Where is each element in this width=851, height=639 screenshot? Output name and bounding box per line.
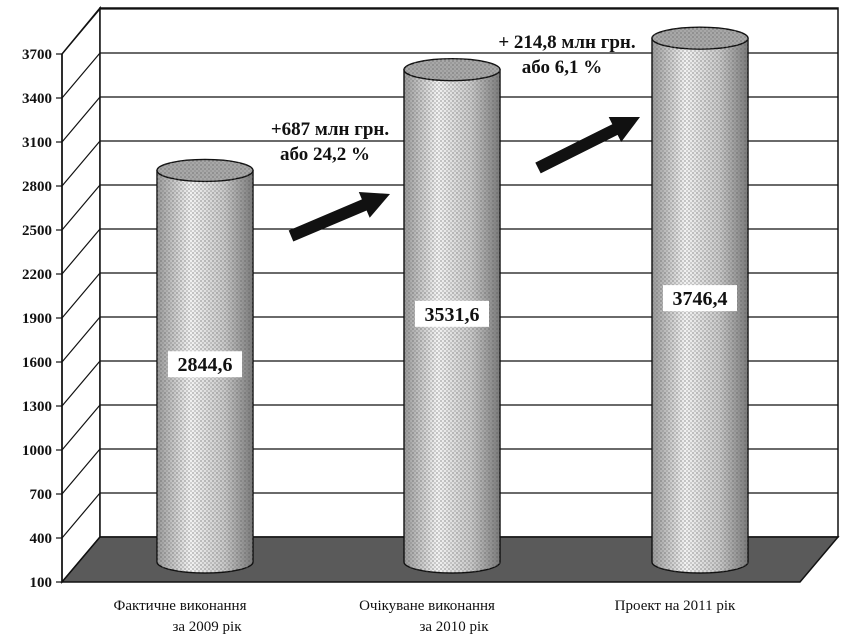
y-tick-label: 1600 [22,355,52,371]
y-tick-label: 2200 [22,267,52,283]
bar-top-texture [157,159,253,182]
category-label: Фактичне виконання [114,598,247,614]
gridline-side [61,404,101,451]
bar: 2844,6 [156,158,254,574]
bar: 3746,4 [651,26,749,574]
growth-arrow [288,192,390,242]
value-label-bg [168,351,242,378]
gridline-side [61,360,101,407]
annotations: +687 млн грн. або 24,2 % + 214,8 млн грн. а… [271,32,640,242]
value-label-bg [663,285,737,312]
gridline-side [61,272,101,319]
gridline-side [61,52,101,99]
category-label: за 2010 рік [419,619,489,635]
value-label: 2844,6 [178,354,233,376]
gridline-side [61,448,101,495]
y-tick-label: 2800 [22,179,52,195]
y-tick-label: 3100 [22,135,52,151]
bar-top-texture [404,58,500,81]
y-axis-ticks: 100 400 700 1000 1300 1600 1900 2200 2500 2800 310… [22,47,63,591]
gridline-side [61,96,101,143]
growth-arrow [535,117,640,174]
y-tick-label: 1300 [22,399,52,415]
value-label-bg [415,300,489,327]
y-tick-label: 100 [30,575,53,591]
gridline-side [61,492,101,539]
gridline-side [61,228,101,275]
bar: 3531,6 [403,57,501,574]
annotation-text: +687 млн грн. [271,119,389,140]
annotation-text: або 6,1 % [522,57,603,78]
gridline-side [61,316,101,363]
value-label: 3746,4 [673,288,728,310]
y-tick-label: 400 [30,531,53,547]
bars-group: 2844,6 3531,6 3746,4 [156,26,749,574]
y-tick-label: 2500 [22,223,52,239]
gridline-side [61,184,101,231]
gridline-side [61,8,101,55]
gridline-side [61,140,101,187]
value-label: 3531,6 [425,304,480,326]
bar-top-texture [652,27,748,50]
y-tick-label: 3700 [22,47,52,63]
y-tick-label: 3400 [22,91,52,107]
annotation-text: або 24,2 % [280,144,370,165]
category-label: Проект на 2011 рік [615,598,736,614]
y-tick-label: 700 [30,487,53,503]
annotation-text: + 214,8 млн грн. [498,32,635,53]
category-label: Очікуване виконання [359,598,495,614]
y-tick-label: 1000 [22,443,52,459]
x-axis-categories: Фактичне виконання за 2009 рік Очікуване в… [114,598,737,635]
category-label: за 2009 рік [172,619,242,635]
y-tick-label: 1900 [22,311,52,327]
